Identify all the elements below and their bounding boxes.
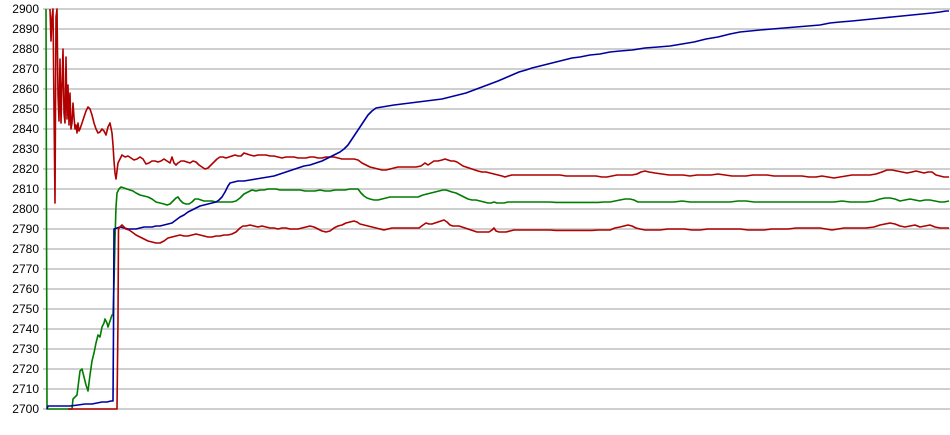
y-axis-tick-label: 2890 xyxy=(12,22,39,36)
y-axis-tick-label: 2830 xyxy=(12,142,39,156)
y-axis-tick-label: 2770 xyxy=(12,262,39,276)
gridlines-group xyxy=(43,8,950,410)
y-axis-tick-label: 2820 xyxy=(12,162,39,176)
series-red-upper-band xyxy=(49,8,949,204)
y-axis-tick-label: 2900 xyxy=(12,2,39,16)
y-axis-tick-label: 2790 xyxy=(12,222,39,236)
y-axis-tick-label: 2780 xyxy=(12,242,39,256)
y-axis-tick-label: 2710 xyxy=(12,382,39,396)
series-blue-rising-line xyxy=(46,10,949,410)
y-axis-tick-label: 2730 xyxy=(12,342,39,356)
series-red-lower-band xyxy=(68,219,949,410)
y-axis-tick-label: 2880 xyxy=(12,42,39,56)
series-green-mid-line xyxy=(45,8,950,410)
y-axis-tick-label: 2810 xyxy=(12,182,39,196)
series-group xyxy=(45,8,950,410)
y-axis-tick-label: 2800 xyxy=(12,202,39,216)
y-axis-tick-labels-group: 2900 2890 2880 2870 2860 2850 2840 2830 2820 2810… xyxy=(12,2,39,416)
y-axis-tick-label: 2860 xyxy=(12,82,39,96)
y-axis-tick-label: 2850 xyxy=(12,102,39,116)
y-axis-tick-label: 2840 xyxy=(12,122,39,136)
y-axis-tick-label: 2720 xyxy=(12,362,39,376)
y-axis-tick-label: 2760 xyxy=(12,282,39,296)
y-axis-tick-label: 2870 xyxy=(12,62,39,76)
y-axis-tick-label: 2750 xyxy=(12,302,39,316)
y-axis-tick-label: 2740 xyxy=(12,322,39,336)
y-axis-tick-label: 2700 xyxy=(12,402,39,416)
